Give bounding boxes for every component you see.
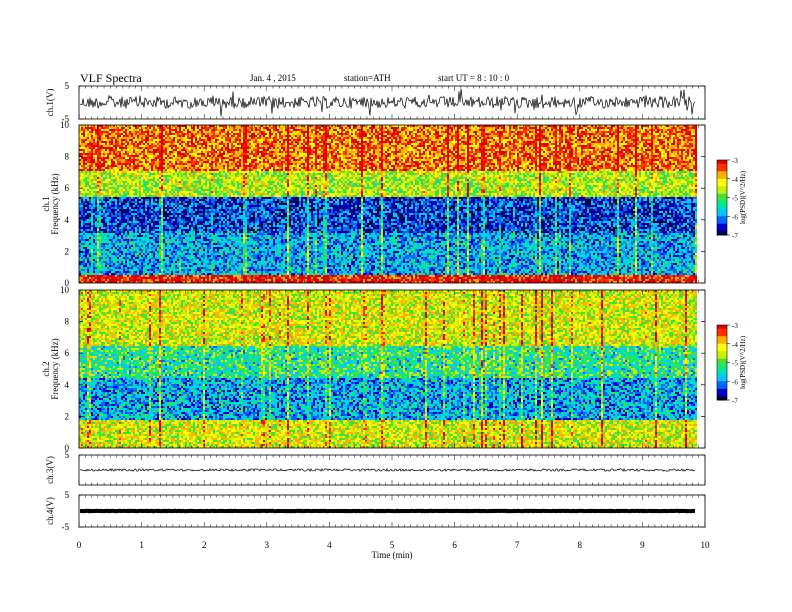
ytick-label: 8 — [65, 152, 70, 162]
xtick-label: 8 — [578, 540, 583, 550]
xtick-label: 7 — [515, 540, 520, 550]
xtick-label: 2 — [202, 540, 207, 550]
xaxis-label: Time (min) — [372, 550, 413, 560]
ytick-label: -5 — [62, 522, 70, 532]
xtick-label: 9 — [640, 540, 645, 550]
colorbar-label: log(PSD)(V^2/Hz) — [739, 170, 747, 224]
panel-1: ch.1(V)5-5 — [45, 81, 705, 124]
waveform-trace — [80, 89, 695, 117]
time-axis: 0 1 2 3 4 5 6 7 8 9 10 Time (min) — [77, 540, 710, 560]
ytick-label: 5 — [65, 490, 70, 500]
colorbar-tick-label: -7 — [732, 232, 738, 240]
ylabel: ch.1(V) — [45, 89, 55, 117]
xtick-label: 0 — [77, 540, 82, 550]
xtick-label: 6 — [452, 540, 457, 550]
panel-5: ch.4(V) 5 -5 — [45, 490, 705, 532]
xtick-label: 1 — [139, 540, 144, 550]
ytick-label: 8 — [65, 317, 70, 327]
colorbar-tick-label: -6 — [732, 213, 738, 221]
colorbar-tick-label: -6 — [732, 378, 738, 386]
ytick-label: 2 — [65, 246, 70, 256]
colorbar-tick-label: -3 — [732, 157, 738, 165]
ytick-label: 5 — [65, 450, 70, 460]
ylabel-quantity: Frequency (kHz) — [50, 338, 60, 399]
ytick-label: 10 — [60, 120, 70, 130]
colorbar-tick-label: -7 — [732, 397, 738, 405]
colorbar-tick-label: -3 — [732, 322, 738, 330]
ytick-label: 6 — [65, 348, 70, 358]
colorbar-tick-label: -4 — [732, 341, 738, 349]
xtick-label: 10 — [701, 540, 711, 550]
waveform-trace — [80, 469, 695, 471]
spectrogram-image-ch2 — [79, 290, 697, 448]
xtick-label: 4 — [327, 540, 332, 550]
ylabel-quantity: Frequency (kHz) — [50, 173, 60, 234]
xtick-label: 5 — [390, 540, 395, 550]
ytick-label: 10 — [60, 285, 70, 295]
ylabel: ch.4(V) — [45, 497, 55, 525]
ytick-label: 4 — [65, 380, 70, 390]
vlf-spectra-figure: ch.1(V)5-5-3-4-5-6-7log(PSD)(V^2/Hz)ch.1… — [0, 0, 792, 612]
panel-4: ch.3(V) 5 — [45, 450, 705, 485]
colorbar-tick-label: -5 — [732, 360, 738, 368]
spectrogram-image-ch1 — [79, 125, 697, 283]
colorbar-tick-label: -5 — [732, 195, 738, 203]
ytick-label: 2 — [65, 411, 70, 421]
ytick-label: 4 — [65, 215, 70, 225]
colorbar-tick-label: -4 — [732, 176, 738, 184]
colorbar-label: log(PSD)(V^2/Hz) — [739, 335, 747, 389]
xtick-label: 3 — [265, 540, 270, 550]
panels-group: ch.1(V)5-5-3-4-5-6-7log(PSD)(V^2/Hz)ch.1… — [41, 81, 747, 532]
ytick-label: 5 — [65, 81, 70, 91]
ytick-label: 6 — [65, 183, 70, 193]
ylabel: ch.3(V) — [45, 456, 55, 484]
